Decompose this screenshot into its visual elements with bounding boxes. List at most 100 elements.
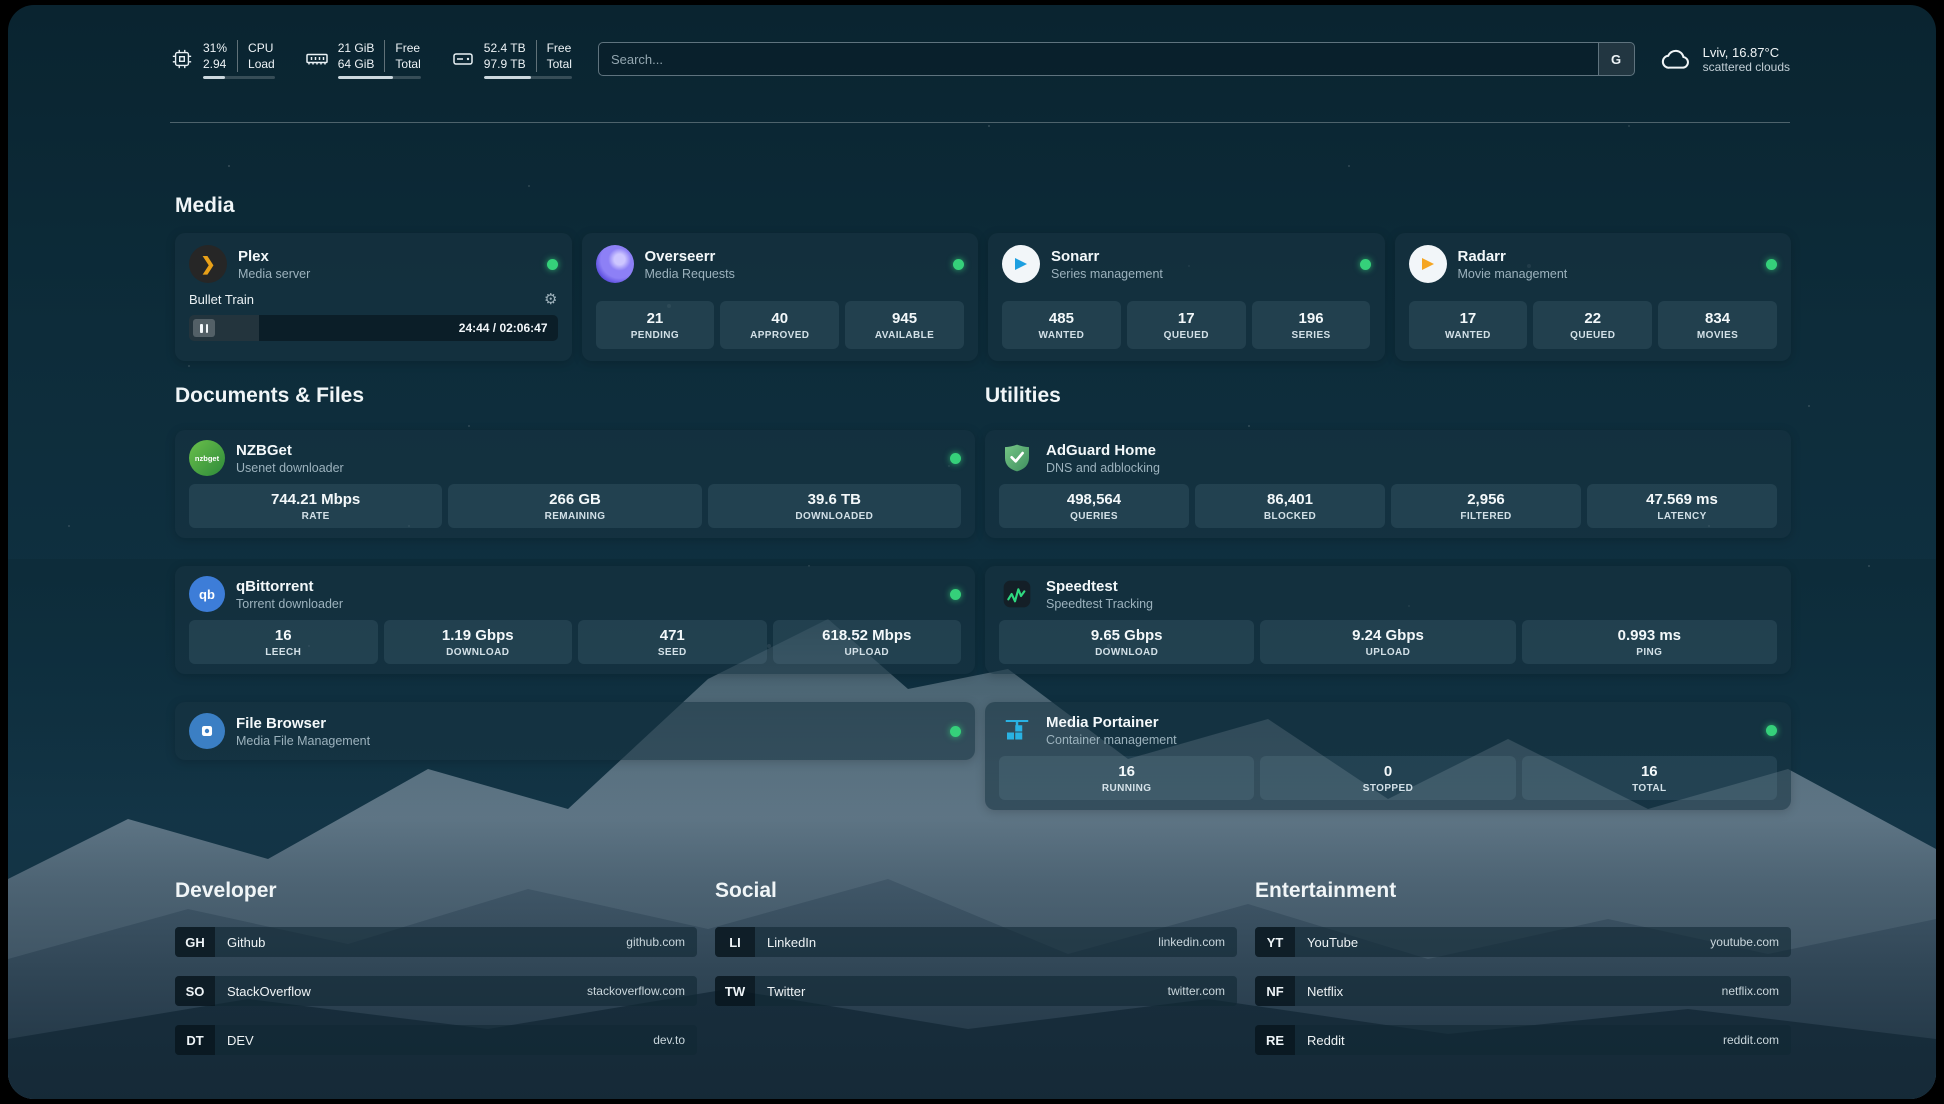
app-card-overseerr[interactable]: Overseerr Media Requests 21 PENDING 40 APP… xyxy=(581,233,978,361)
topbar: 31% 2.94 CPU Load xyxy=(170,33,1790,85)
bookmark-name: Github xyxy=(227,934,266,950)
disk-icon xyxy=(451,47,475,71)
app-subtitle: Media server xyxy=(238,266,311,281)
status-indicator xyxy=(950,588,961,600)
bookmark-abbr: NF xyxy=(1255,976,1295,1006)
bookmark-name: Netflix xyxy=(1307,983,1344,999)
app-subtitle: DNS and adblocking xyxy=(1046,460,1160,475)
bookmark-url: reddit.com xyxy=(1722,1033,1779,1047)
cpu-label: CPU xyxy=(248,40,274,55)
documents-column: Documents & Files nzbget NZBGet Usenet d… xyxy=(175,384,975,788)
app-card-plex[interactable]: ❯ Plex Media server Bullet Train ⚙ 24:44… xyxy=(175,233,572,361)
status-indicator xyxy=(1359,258,1371,270)
cpu-usage-bar xyxy=(203,75,275,79)
bookmark-abbr: DT xyxy=(175,1025,215,1055)
bookmark-name: Reddit xyxy=(1307,1032,1345,1048)
weather-location: Lviv, 16.87°C xyxy=(1702,44,1780,60)
stat-wanted: 17 WANTED xyxy=(1408,301,1528,349)
memory-free-value: 21 GiB xyxy=(337,40,375,55)
playback-time: 24:44 / 02:06:47 xyxy=(458,321,548,335)
stat-download: 9.65 Gbps DOWNLOAD xyxy=(999,620,1255,664)
app-card-filebrowser[interactable]: File Browser Media File Management xyxy=(175,702,975,760)
bookmark-abbr: RE xyxy=(1255,1025,1295,1055)
stat-seed: 471 SEED xyxy=(578,620,767,664)
bookmark-stackoverflow[interactable]: SO StackOverflow stackoverflow.com xyxy=(175,976,697,1006)
stat-queued: 17 QUEUED xyxy=(1126,301,1246,349)
app-name: qBittorrent xyxy=(236,577,314,595)
section-title-documents: Documents & Files xyxy=(175,384,365,407)
stat-series: 196 SERIES xyxy=(1251,301,1371,349)
media-grid: ❯ Plex Media server Bullet Train ⚙ 24:44… xyxy=(175,233,1791,361)
bookmark-column-entertainment: Entertainment YT YouTube youtube.com NF … xyxy=(1255,879,1791,1074)
memory-total-label: Total xyxy=(395,56,421,71)
sonarr-icon xyxy=(1002,245,1040,283)
search-input[interactable] xyxy=(598,43,1598,75)
stat-movies: 834 MOVIES xyxy=(1658,301,1777,349)
cpu-widget: 31% 2.94 CPU Load xyxy=(170,39,275,79)
search-bar: G xyxy=(597,42,1635,76)
pause-button[interactable] xyxy=(193,319,215,337)
stat-upload: 9.24 Gbps UPLOAD xyxy=(1260,620,1516,664)
bookmark-url: stackoverflow.com xyxy=(586,984,685,998)
app-card-nzbget[interactable]: nzbget NZBGet Usenet downloader 744.21 M… xyxy=(175,430,975,538)
app-card-speedtest[interactable]: Speedtest Speedtest Tracking 9.65 Gbps DO… xyxy=(985,566,1791,674)
app-name: Media Portainer xyxy=(1046,713,1159,731)
app-card-portainer[interactable]: Media Portainer Container management 16 R… xyxy=(985,702,1791,810)
header-divider xyxy=(170,122,1790,123)
bookmark-youtube[interactable]: YT YouTube youtube.com xyxy=(1255,927,1791,957)
gear-icon[interactable]: ⚙ xyxy=(544,291,558,308)
stat-pending: 21 PENDING xyxy=(595,301,715,349)
bookmark-url: youtube.com xyxy=(1710,935,1779,949)
weather-widget: Lviv, 16.87°C scattered clouds xyxy=(1659,44,1790,74)
app-card-qbittorrent[interactable]: qb qBittorrent Torrent downloader 16 LEEC… xyxy=(175,566,975,674)
section-title-entertainment: Entertainment xyxy=(1255,879,1397,902)
utilities-column: Utilities AdGuard Home DNS and adblockin… xyxy=(985,384,1791,838)
section-title-utilities: Utilities xyxy=(985,384,1061,407)
bookmark-name: StackOverflow xyxy=(227,983,311,999)
bookmark-name: DEV xyxy=(227,1032,254,1048)
memory-widget: 21 GiB 64 GiB Free Total xyxy=(305,39,421,79)
stat-wanted: 485 WANTED xyxy=(1002,301,1121,349)
qbittorrent-icon: qb xyxy=(189,576,225,612)
bookmark-linkedin[interactable]: LI LinkedIn linkedin.com xyxy=(715,927,1237,957)
bookmark-column-social: Social LI LinkedIn linkedin.com TW Twitt… xyxy=(715,879,1237,1074)
bookmark-reddit[interactable]: RE Reddit reddit.com xyxy=(1255,1025,1791,1055)
bookmark-github[interactable]: GH Github github.com xyxy=(175,927,697,957)
app-card-radarr[interactable]: Radarr Movie management 17 WANTED 22 QUEUE… xyxy=(1394,233,1791,361)
radarr-icon xyxy=(1408,245,1447,283)
disk-free-value: 52.4 TB xyxy=(483,40,526,55)
bookmark-column-developer: Developer GH Github github.com SO StackO… xyxy=(175,879,697,1074)
app-card-sonarr[interactable]: Sonarr Series management 485 WANTED 17 QUE… xyxy=(988,233,1385,361)
bookmark-url: linkedin.com xyxy=(1158,935,1225,949)
app-name: NZBGet xyxy=(236,441,292,459)
disk-widget: 52.4 TB 97.9 TB Free Total xyxy=(451,39,572,79)
bookmark-abbr: YT xyxy=(1255,927,1295,957)
status-indicator xyxy=(950,725,961,737)
bookmark-abbr: TW xyxy=(715,976,755,1006)
app-subtitle: Torrent downloader xyxy=(236,596,344,611)
bookmark-name: Twitter xyxy=(767,983,806,999)
app-name: Speedtest xyxy=(1046,577,1118,595)
adguard-icon xyxy=(999,440,1035,476)
disk-free-label: Free xyxy=(546,40,572,55)
bookmark-dev[interactable]: DT DEV dev.to xyxy=(175,1025,697,1055)
bookmark-url: dev.to xyxy=(653,1033,685,1047)
app-subtitle: Container management xyxy=(1046,732,1177,747)
bookmark-abbr: SO xyxy=(175,976,215,1006)
playback-progress-bar[interactable]: 24:44 / 02:06:47 xyxy=(189,315,558,341)
bookmark-netflix[interactable]: NF Netflix netflix.com xyxy=(1255,976,1791,1006)
app-name: Overseerr xyxy=(644,247,716,265)
app-card-adguard[interactable]: AdGuard Home DNS and adblocking 498,564 Q… xyxy=(985,430,1791,538)
nzbget-icon: nzbget xyxy=(189,440,225,476)
dashboard-screen: 31% 2.94 CPU Load xyxy=(8,5,1936,1099)
bookmarks-section: Developer GH Github github.com SO StackO… xyxy=(175,879,1791,1074)
app-name: Sonarr xyxy=(1051,247,1100,265)
app-subtitle: Series management xyxy=(1051,266,1163,281)
app-subtitle: Usenet downloader xyxy=(236,460,344,475)
cpu-icon xyxy=(170,47,194,71)
stat-queued: 22 QUEUED xyxy=(1533,301,1653,349)
stat-rate: 744.21 Mbps RATE xyxy=(189,484,443,528)
stat-queries: 498,564 QUERIES xyxy=(999,484,1189,528)
search-engine-button[interactable]: G xyxy=(1597,43,1634,75)
bookmark-twitter[interactable]: TW Twitter twitter.com xyxy=(715,976,1237,1006)
